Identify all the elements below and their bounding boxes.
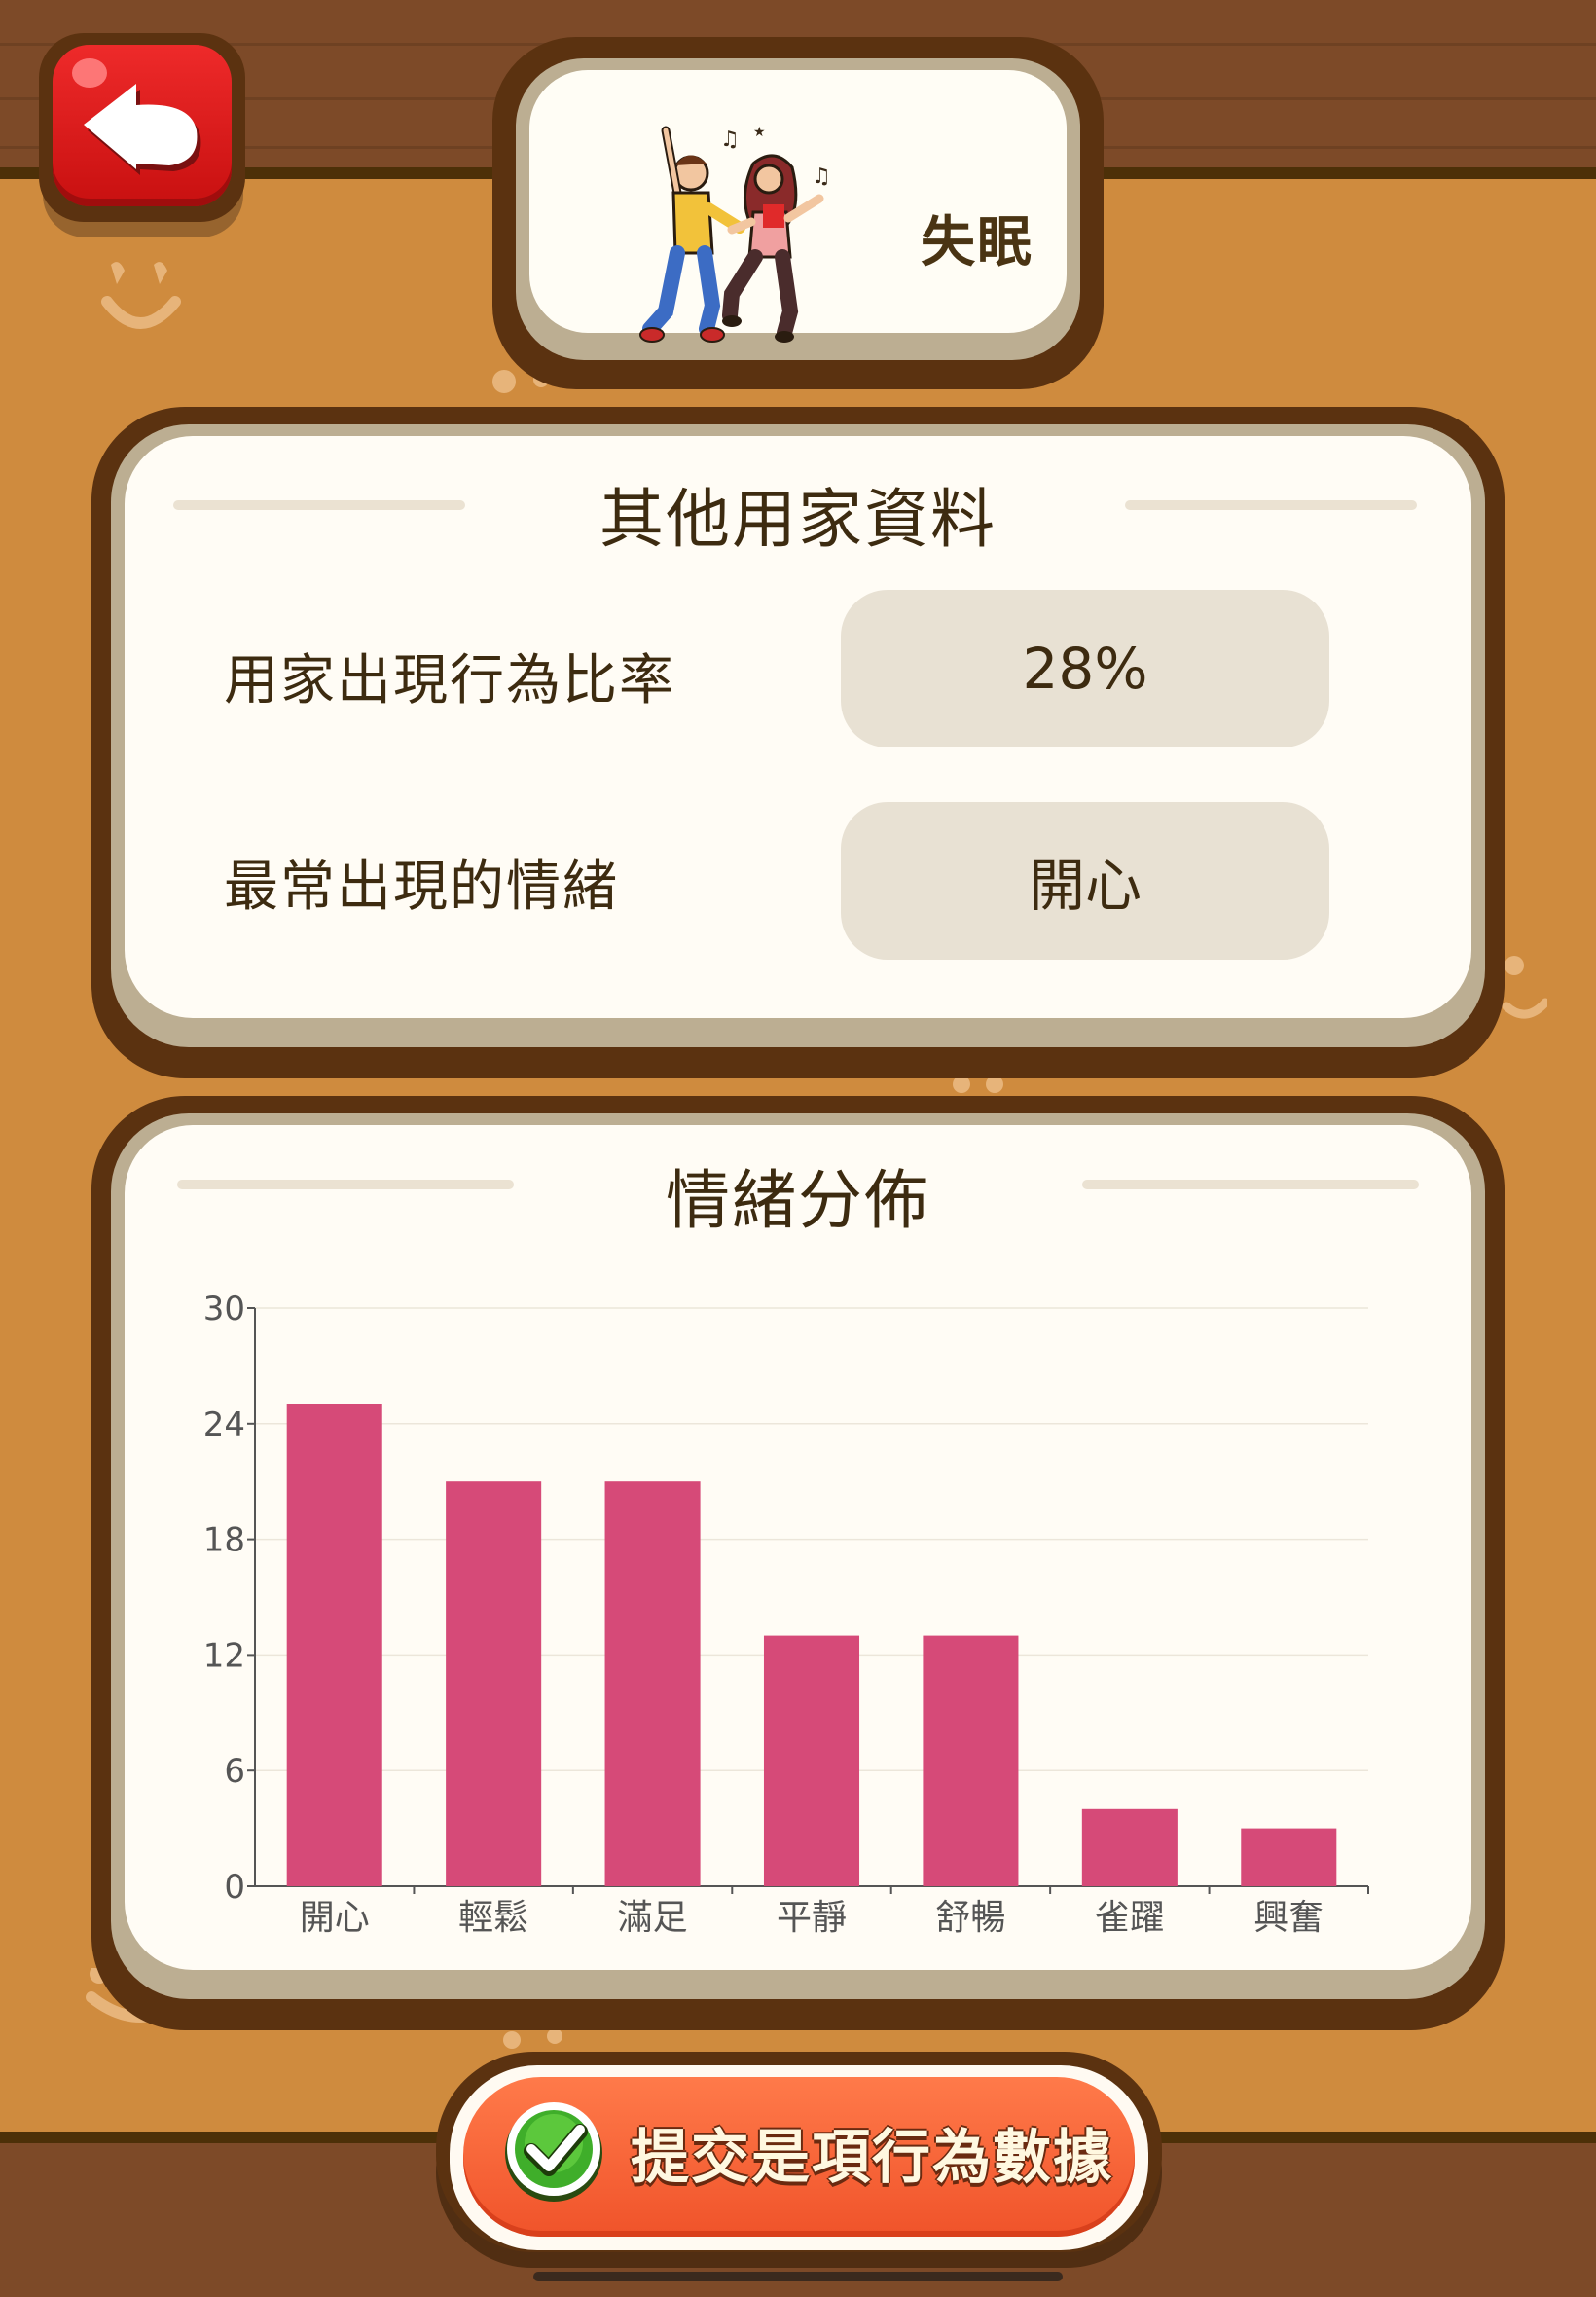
y-tick-label: 24: [203, 1405, 245, 1444]
bar-6: [1241, 1828, 1337, 1886]
x-tick-label: 平靜: [777, 1898, 847, 1938]
smiley-decoration-icon: [101, 262, 181, 329]
dancing-couple-icon: ♫ ★ ♫: [639, 125, 831, 343]
common-emotion-value: 開心: [841, 802, 1329, 960]
y-tick-label: 6: [224, 1752, 245, 1791]
emotion-bar-chart: 0 6 12 18 24 30 開心 輕鬆 滿足 平靜 舒暢 雀躍 興奮: [203, 1290, 1369, 1938]
y-tick-label: 30: [203, 1290, 245, 1329]
back-button[interactable]: [39, 33, 247, 241]
x-tick-label: 開心: [300, 1898, 370, 1938]
behavior-header-card: ♫ ★ ♫ 失眠: [492, 37, 1104, 389]
submit-behavior-button[interactable]: 提交是項行為數據: [436, 2052, 1162, 2268]
svg-text:♫: ♫: [720, 128, 740, 152]
x-tick-label: 滿足: [618, 1898, 688, 1938]
common-emotion-label: 最常出現的情緒: [224, 856, 619, 919]
x-tick-label: 興奮: [1253, 1898, 1324, 1938]
check-circle-icon: [505, 2102, 602, 2202]
bar-5: [1081, 1808, 1178, 1886]
bar-0: [286, 1404, 382, 1886]
title-divider-right: [1125, 500, 1417, 510]
y-tick-label: 12: [203, 1636, 245, 1675]
info-card-title: 其他用家資料: [599, 482, 997, 557]
y-tick-label: 18: [203, 1521, 245, 1560]
title-divider-right: [1082, 1180, 1419, 1189]
chart-card-title: 情緒分佈: [666, 1163, 930, 1238]
svg-text:★: ★: [753, 125, 766, 140]
title-divider-left: [177, 1180, 514, 1189]
submit-button-label: 提交是項行為數據: [631, 2124, 1113, 2192]
bar-4: [923, 1635, 1019, 1886]
x-tick-label: 舒暢: [935, 1898, 1005, 1938]
title-divider-left: [173, 500, 465, 510]
emotion-chart-card: 情緒分佈 0 6 12 18 24 30 開心 輕鬆 滿足 平靜 舒暢 雀躍 興奮: [91, 1096, 1505, 2030]
home-indicator: [533, 2272, 1063, 2281]
bar-2: [604, 1481, 701, 1886]
behavior-ratio-label: 用家出現行為比率: [224, 649, 675, 712]
user-info-card: 其他用家資料 用家出現行為比率 28% 最常出現的情緒 開心: [91, 407, 1505, 1078]
back-arrow-icon: [84, 84, 201, 175]
svg-text:♫: ♫: [812, 164, 831, 189]
dots-decoration-icon: [503, 2028, 562, 2049]
behavior-title: 失眠: [921, 211, 1034, 274]
bar-3: [763, 1635, 860, 1886]
x-tick-label: 雀躍: [1095, 1898, 1165, 1938]
bar-1: [446, 1481, 542, 1886]
dots-decoration-icon: [953, 1076, 1003, 1093]
smiley-decoration-icon: [1502, 956, 1547, 1019]
y-tick-label: 0: [224, 1868, 245, 1907]
behavior-ratio-value: 28%: [841, 590, 1329, 747]
x-tick-label: 輕鬆: [458, 1898, 528, 1938]
